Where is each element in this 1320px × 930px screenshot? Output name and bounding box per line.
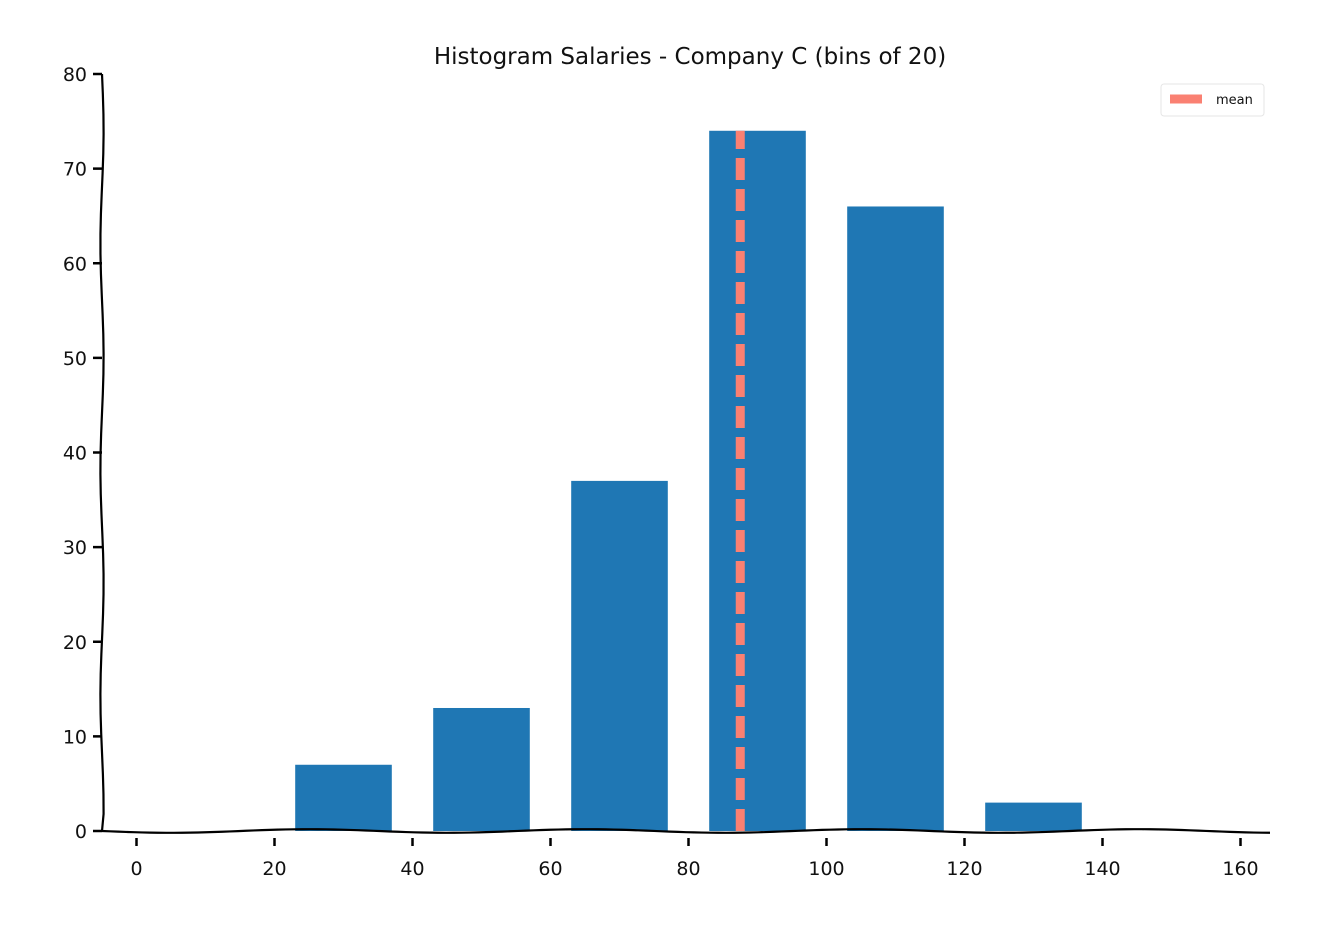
x-tick-label-80: 80 — [676, 858, 700, 880]
x-tick-label-120: 120 — [946, 858, 982, 880]
histogram-bar-130 — [985, 802, 1082, 831]
legend-box — [1160, 83, 1265, 117]
x-tick-label-0: 0 — [130, 858, 142, 880]
y-tick-label-60: 60 — [63, 253, 87, 275]
x-tick-label-20: 20 — [262, 858, 286, 880]
y-tick-label-30: 30 — [63, 537, 87, 559]
y-tick-label-80: 80 — [63, 64, 87, 86]
legend: mean — [1160, 83, 1265, 117]
histogram-bar-90 — [709, 130, 806, 831]
histogram-bar-70 — [571, 480, 668, 831]
x-tick-label-140: 140 — [1084, 858, 1120, 880]
y-axis-spine — [99, 73, 105, 832]
chart-title: Histogram Salaries - Company C (bins of … — [434, 44, 946, 70]
y-tick-label-0: 0 — [75, 821, 87, 843]
y-tick-label-10: 10 — [63, 726, 87, 748]
y-tick-label-40: 40 — [63, 443, 87, 465]
x-axis-spine — [101, 828, 1271, 834]
y-tick-label-20: 20 — [63, 632, 87, 654]
bars-layer — [295, 130, 1082, 832]
y-tick-label-70: 70 — [63, 159, 87, 181]
y-tick-label-50: 50 — [63, 348, 87, 370]
axes-layer: 0 10 20 30 40 50 60 70 80 0 20 40 60 80 100 120 140 160 — [63, 64, 1271, 880]
x-tick-label-60: 60 — [538, 858, 562, 880]
legend-mean-label: mean — [1216, 93, 1253, 108]
histogram-bar-50 — [433, 707, 530, 831]
x-tick-label-160: 160 — [1222, 858, 1258, 880]
histogram-bar-30 — [295, 764, 392, 831]
histogram-bar-110 — [847, 206, 944, 832]
x-tick-label-100: 100 — [808, 858, 844, 880]
x-tick-label-40: 40 — [400, 858, 424, 880]
